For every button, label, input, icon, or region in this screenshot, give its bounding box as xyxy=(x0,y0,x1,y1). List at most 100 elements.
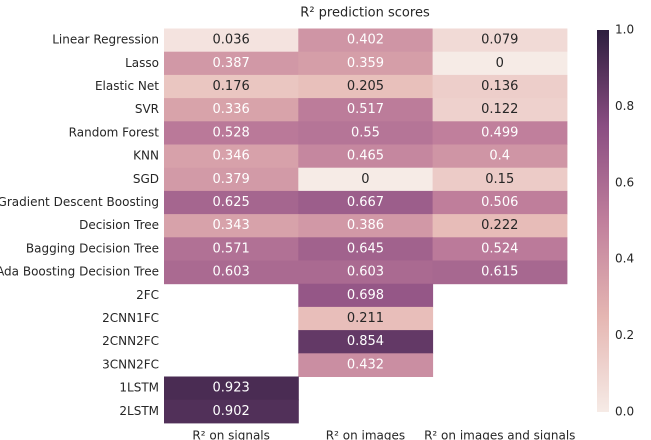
column-label: R² on images xyxy=(326,428,405,440)
cell-label: 0.645 xyxy=(347,241,384,256)
heatmap-cell xyxy=(298,74,434,99)
column-label: R² on signals xyxy=(192,428,269,440)
heatmap-cell xyxy=(298,214,434,238)
cell-label: 0.387 xyxy=(213,56,250,71)
colorbar-tick-label: 0.8 xyxy=(615,99,634,113)
heatmap-cell xyxy=(164,376,299,401)
cell-label: 0.359 xyxy=(347,56,384,71)
cell-label: 0.222 xyxy=(481,218,518,233)
cell-label: 0.615 xyxy=(481,265,518,280)
heatmap-cell xyxy=(432,237,568,261)
cell-label: 0.346 xyxy=(213,149,250,164)
cell-label: 0.079 xyxy=(481,33,518,48)
colorbar-tick-label: 1.0 xyxy=(615,23,634,37)
cell-label: 0.211 xyxy=(347,311,384,326)
cell-label: 0.517 xyxy=(347,102,384,117)
cell-label: 0.036 xyxy=(213,33,250,48)
cell-label: 0.432 xyxy=(347,357,384,372)
heatmap-cell xyxy=(432,98,568,122)
cell-label: 0.55 xyxy=(351,125,380,140)
heatmap-cell xyxy=(432,190,568,215)
heatmap-cell xyxy=(164,144,299,169)
heatmap-cell xyxy=(432,214,568,238)
cell-label: 0.923 xyxy=(213,381,250,396)
row-label: Bagging Decision Tree xyxy=(26,241,159,255)
row-label: KNN xyxy=(133,149,159,163)
heatmap-cell xyxy=(298,167,434,192)
heatmap-cell xyxy=(164,98,299,122)
heatmap-cell xyxy=(432,167,568,192)
heatmap-cell xyxy=(164,237,299,261)
cell-label: 0.603 xyxy=(213,265,250,280)
row-label: Random Forest xyxy=(69,125,160,139)
heatmap-cell xyxy=(164,121,299,145)
heatmap-cell xyxy=(432,144,568,169)
cell-label: 0 xyxy=(496,56,504,71)
heatmap-cell xyxy=(298,237,434,261)
row-label: 2CNN2FC xyxy=(102,334,159,348)
heatmap-cell xyxy=(298,283,434,308)
row-label: 1LSTM xyxy=(119,381,159,395)
row-label: Ada Boosting Decision Tree xyxy=(0,265,159,279)
cell-label: 0.336 xyxy=(213,102,250,117)
row-label: 2CNN1FC xyxy=(102,311,159,325)
heatmap-cell xyxy=(298,121,434,145)
cell-label: 0.379 xyxy=(213,172,250,187)
heatmap-cell xyxy=(164,214,299,238)
heatmap-cell xyxy=(164,167,299,192)
colorbar xyxy=(597,30,609,412)
row-label: SVR xyxy=(135,102,159,116)
cell-label: 0.499 xyxy=(481,125,518,140)
cell-label: 0.386 xyxy=(347,218,384,233)
row-label: Lasso xyxy=(125,56,159,70)
heatmap-cell xyxy=(298,144,434,169)
cell-label: 0.506 xyxy=(481,195,518,210)
row-label: 3CNN2FC xyxy=(102,357,159,371)
heatmap-cell xyxy=(298,51,434,76)
cell-label: 0.136 xyxy=(481,79,518,94)
colorbar-tick-label: 0.4 xyxy=(615,252,634,266)
colorbar-tick-label: 0.2 xyxy=(615,328,634,342)
heatmap-cell xyxy=(164,399,299,424)
heatmap-cell xyxy=(164,74,299,99)
cell-label: 0.854 xyxy=(347,334,384,349)
cell-label: 0.524 xyxy=(481,241,518,256)
colorbar-tick-label: 0.0 xyxy=(615,405,634,419)
cell-label: 0.698 xyxy=(347,288,384,303)
heatmap-cell xyxy=(298,353,434,377)
cell-label: 0.625 xyxy=(213,195,250,210)
cell-label: 0.176 xyxy=(213,79,250,94)
row-label: Decision Tree xyxy=(79,218,159,232)
row-label: 2FC xyxy=(136,288,159,302)
cell-label: 0 xyxy=(361,172,369,187)
heatmap-cell xyxy=(164,190,299,215)
cell-label: 0.402 xyxy=(347,33,384,48)
cell-label: 0.603 xyxy=(347,265,384,280)
heatmap-cell xyxy=(432,74,568,99)
cell-label: 0.667 xyxy=(347,195,384,210)
cell-label: 0.465 xyxy=(347,149,384,164)
colorbar-tick-label: 0.6 xyxy=(615,175,634,189)
cell-label: 0.571 xyxy=(213,241,250,256)
heatmap-cell xyxy=(298,306,434,331)
cell-label: 0.122 xyxy=(481,102,518,117)
heatmap-cell xyxy=(432,28,568,53)
cell-label: 0.528 xyxy=(213,125,250,140)
cell-label: 0.343 xyxy=(213,218,250,233)
heatmap-cell xyxy=(298,190,434,215)
heatmap-cell xyxy=(164,51,299,76)
heatmap-cell xyxy=(164,28,299,53)
row-label: SGD xyxy=(133,172,159,186)
row-label: Elastic Net xyxy=(95,79,159,93)
row-label: Linear Regression xyxy=(52,33,159,47)
cell-label: 0.4 xyxy=(489,149,510,164)
heatmap-cell xyxy=(298,98,434,122)
heatmap-cell xyxy=(432,51,568,76)
chart-title: R² prediction scores xyxy=(300,6,430,21)
column-label: R² on images and signals xyxy=(424,428,575,440)
row-label: 2LSTM xyxy=(119,404,159,418)
heatmap-cell xyxy=(298,330,434,354)
cell-label: 0.205 xyxy=(347,79,384,94)
heatmap-cell xyxy=(298,28,434,53)
